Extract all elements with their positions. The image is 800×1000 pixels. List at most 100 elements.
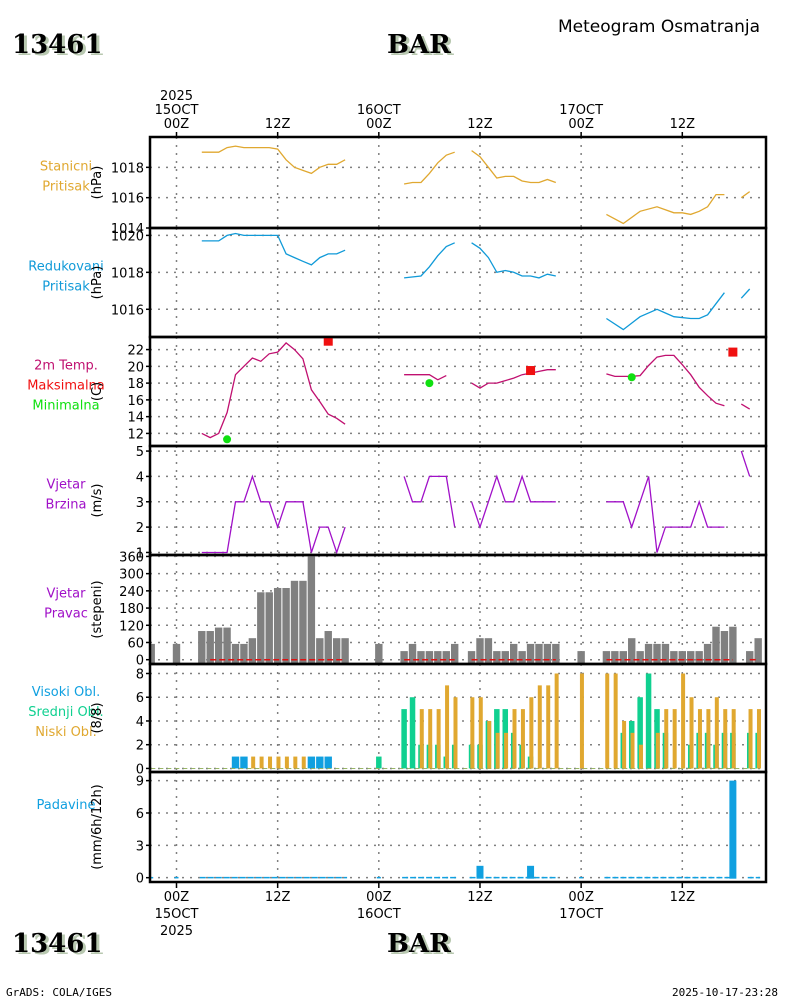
wind-direction-bar bbox=[518, 651, 526, 664]
tmax-marker bbox=[728, 347, 738, 357]
top-tick-label: 16OCT bbox=[357, 103, 401, 118]
wind-direction-bar bbox=[257, 592, 265, 664]
wind-direction-bar bbox=[450, 643, 459, 664]
y-tick-label: 9 bbox=[136, 775, 144, 790]
footer-station-id: 13461 bbox=[12, 929, 102, 959]
cloud-bar bbox=[731, 709, 736, 769]
footer-station-id-shadow: 13461 bbox=[15, 931, 105, 961]
panel-frame bbox=[148, 335, 768, 448]
series-line-reduced_pressure bbox=[740, 288, 751, 299]
series-line-wind_speed bbox=[606, 476, 725, 553]
cloud-bar bbox=[445, 685, 450, 769]
tmin-marker bbox=[627, 373, 636, 382]
cloud-bar bbox=[579, 673, 584, 769]
top-tick-label: 12Z bbox=[670, 117, 696, 132]
series-line-wind_speed bbox=[403, 475, 456, 528]
y-tick-label: 180 bbox=[119, 602, 144, 617]
top-tick-label: 17OCT bbox=[559, 103, 603, 118]
y-tick-label: 2 bbox=[136, 521, 144, 536]
series-line-wind_speed bbox=[201, 474, 346, 555]
wind-direction-bar bbox=[602, 651, 611, 664]
cloud-bar bbox=[453, 697, 458, 769]
cloud-bar bbox=[630, 732, 635, 769]
top-tick-label: 00Z bbox=[164, 117, 190, 132]
panel-reduced_pressure: 1016 1018 1020 Redukovani Pritisak (hPa) bbox=[28, 226, 768, 339]
cloud-bar bbox=[723, 709, 728, 769]
product-title: Meteogram Osmatranja bbox=[558, 17, 760, 37]
cloud-bar bbox=[672, 709, 677, 769]
cloud-bar bbox=[748, 709, 753, 769]
cloud-bar bbox=[504, 732, 509, 769]
cloud-bar bbox=[546, 685, 551, 769]
top-tick-label: 12Z bbox=[265, 117, 291, 132]
y-tick-label: 60 bbox=[127, 636, 144, 651]
panel-label: 2m Temp. bbox=[34, 359, 98, 374]
y-tick-label: 8 bbox=[136, 667, 144, 682]
bottom-tick-label: 2025 bbox=[160, 924, 193, 939]
bottom-tick-label: 17OCT bbox=[559, 907, 603, 922]
panel-station_pressure: 1014 1016 1018 Stanicni Pritisak (hPa) bbox=[40, 135, 768, 237]
wind-direction-bar bbox=[316, 638, 324, 664]
panel-label: Pritisak bbox=[42, 280, 90, 295]
y-tick-label: 360 bbox=[119, 550, 144, 565]
precip-bar bbox=[527, 865, 535, 879]
y-tick-label: 120 bbox=[119, 619, 144, 634]
bottom-tick-label: 12Z bbox=[670, 890, 696, 905]
wind-direction-bar bbox=[324, 631, 332, 664]
cloud-bar bbox=[409, 697, 416, 769]
wind-direction-bar bbox=[248, 638, 257, 664]
grads-credit: GrADS: COLA/IGES bbox=[6, 986, 112, 999]
y-tick-label: 0 bbox=[136, 762, 144, 777]
station-id-shadow: 13461 bbox=[15, 32, 105, 62]
y-tick-label: 16 bbox=[127, 394, 144, 409]
bottom-tick-label: 00Z bbox=[568, 890, 594, 905]
series-line-reduced_pressure bbox=[606, 292, 725, 331]
y-tick-label: 4 bbox=[136, 470, 144, 485]
cloud-bar bbox=[495, 732, 500, 769]
wind-direction-bar bbox=[417, 651, 425, 664]
cloud-bar bbox=[419, 709, 424, 769]
station-id: 13461 bbox=[12, 30, 102, 60]
wind-direction-bar bbox=[307, 556, 316, 664]
wind-direction-bar bbox=[273, 587, 282, 664]
wind-direction-bar bbox=[493, 651, 501, 664]
wind-direction-bar bbox=[214, 627, 223, 664]
cloud-bar bbox=[638, 744, 643, 769]
series-line-wind_speed bbox=[470, 474, 556, 530]
y-axis-unit: (hPa) bbox=[90, 166, 105, 200]
cloud-bar bbox=[293, 756, 298, 769]
cloud-bar bbox=[284, 756, 289, 769]
panel-label: Pritisak bbox=[42, 180, 90, 195]
wind-direction-bar bbox=[611, 651, 619, 664]
wind-direction-bar bbox=[290, 580, 299, 664]
bottom-time-axis: 00Z 15OCT 2025 12Z 00Z 16OCT 12Z 00Z 17OCT 12Z bbox=[155, 890, 696, 939]
cloud-bar bbox=[664, 709, 669, 769]
panel-label: Stanicni bbox=[40, 160, 92, 175]
cloud-bar bbox=[637, 697, 643, 769]
y-tick-label: 5 bbox=[136, 445, 144, 460]
y-tick-label: 1020 bbox=[111, 229, 144, 244]
y-tick-label: 300 bbox=[119, 568, 144, 583]
cloud-bar bbox=[655, 732, 660, 769]
y-tick-label: 240 bbox=[119, 585, 144, 600]
y-tick-label: 6 bbox=[136, 691, 144, 706]
cloud-bar bbox=[714, 697, 719, 769]
cloud-bar bbox=[376, 756, 382, 769]
panel-label: Minimalna bbox=[32, 399, 99, 414]
cloud-bar bbox=[681, 673, 686, 769]
series-line-temperature bbox=[471, 369, 556, 389]
y-tick-label: 0 bbox=[136, 872, 144, 887]
panel-label: Redukovani bbox=[28, 260, 103, 275]
wind-direction-bar bbox=[746, 651, 754, 664]
cloud-bar bbox=[316, 756, 324, 769]
cloud-bar bbox=[529, 697, 534, 769]
panel-precipitation: 0 3 6 9 Padavine(mm/6h/12h) bbox=[37, 770, 768, 887]
cloud-bar bbox=[613, 673, 618, 769]
wind-direction-bar bbox=[712, 626, 720, 664]
y-axis-unit: (stepeni) bbox=[90, 580, 105, 638]
y-tick-label: 12 bbox=[127, 427, 144, 442]
cloud-bar bbox=[324, 756, 332, 769]
panel-label: Maksimalna bbox=[27, 379, 105, 394]
